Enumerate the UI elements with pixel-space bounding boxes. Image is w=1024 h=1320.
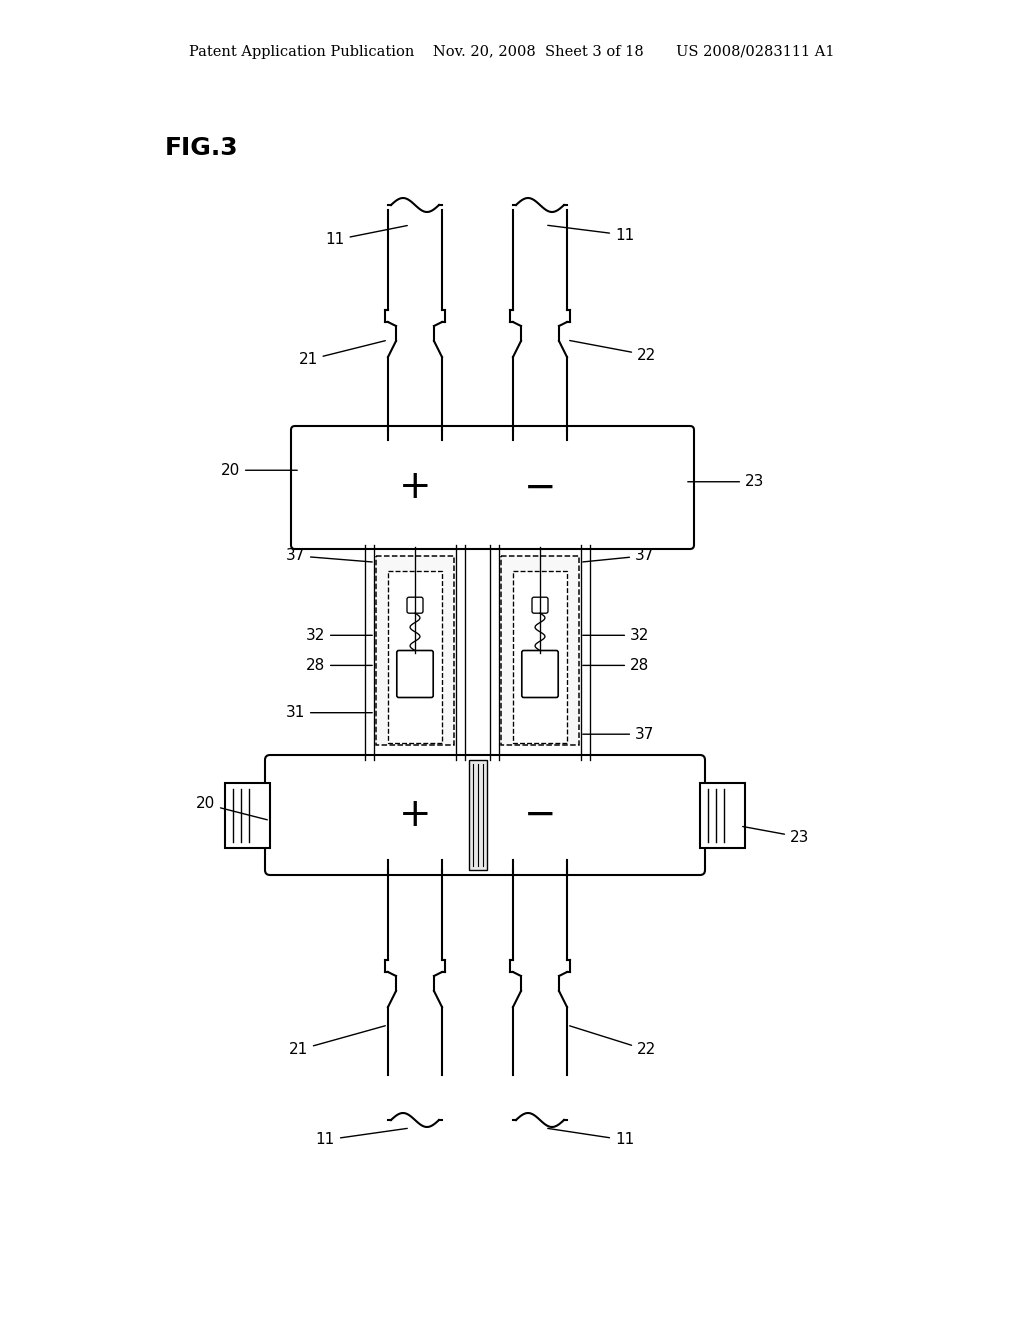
Text: 28: 28 — [306, 657, 372, 673]
Text: 11: 11 — [326, 226, 408, 248]
FancyBboxPatch shape — [291, 426, 694, 549]
Text: 32: 32 — [583, 628, 649, 643]
Bar — [388, 570, 442, 743]
Text: −: − — [523, 469, 556, 507]
Text: 23: 23 — [742, 826, 809, 845]
Bar — [501, 556, 579, 744]
Text: 37: 37 — [286, 548, 373, 564]
Text: 21: 21 — [298, 341, 385, 367]
Bar — [388, 428, 442, 440]
Bar — [376, 556, 454, 744]
Text: −: − — [523, 796, 556, 834]
Text: 11: 11 — [548, 1129, 634, 1147]
Bar — [225, 783, 270, 847]
FancyBboxPatch shape — [522, 651, 558, 697]
Text: Patent Application Publication    Nov. 20, 2008  Sheet 3 of 18       US 2008/028: Patent Application Publication Nov. 20, … — [189, 45, 835, 59]
Bar — [469, 760, 486, 870]
Text: +: + — [398, 796, 431, 834]
Text: 28: 28 — [583, 657, 649, 673]
FancyBboxPatch shape — [397, 651, 433, 697]
Text: 21: 21 — [289, 1026, 385, 1057]
Text: 22: 22 — [569, 341, 656, 363]
Text: FIG.3: FIG.3 — [165, 136, 239, 160]
Bar — [700, 783, 745, 847]
Bar — [513, 428, 567, 440]
Text: 20: 20 — [221, 463, 297, 478]
Text: +: + — [398, 469, 431, 507]
Bar — [513, 570, 567, 743]
Text: 22: 22 — [569, 1026, 656, 1057]
Text: 20: 20 — [196, 796, 267, 820]
FancyBboxPatch shape — [532, 597, 548, 614]
Text: 11: 11 — [548, 226, 634, 243]
FancyBboxPatch shape — [407, 597, 423, 614]
Text: 11: 11 — [315, 1129, 408, 1147]
Text: 23: 23 — [688, 474, 764, 490]
Text: 32: 32 — [305, 628, 373, 643]
Text: 37: 37 — [583, 548, 654, 564]
FancyBboxPatch shape — [265, 755, 705, 875]
Text: 31: 31 — [286, 705, 372, 721]
Text: 37: 37 — [583, 727, 654, 742]
